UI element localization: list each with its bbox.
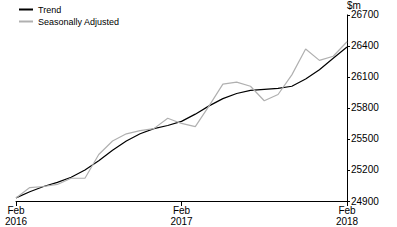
svg-text:26700: 26700 xyxy=(351,9,379,20)
svg-text:2018: 2018 xyxy=(336,216,359,227)
svg-text:25500: 25500 xyxy=(351,133,379,144)
svg-text:26100: 26100 xyxy=(351,71,379,82)
svg-text:Feb: Feb xyxy=(338,205,356,216)
svg-text:24900: 24900 xyxy=(351,195,379,207)
svg-text:25200: 25200 xyxy=(351,164,379,175)
svg-text:2017: 2017 xyxy=(170,216,193,227)
svg-text:2016: 2016 xyxy=(5,216,28,227)
svg-text:26400: 26400 xyxy=(351,40,379,51)
svg-text:Feb: Feb xyxy=(7,205,25,216)
svg-text:Feb: Feb xyxy=(173,205,191,216)
svg-text:Seasonally Adjusted: Seasonally Adjusted xyxy=(38,17,119,27)
svg-text:25800: 25800 xyxy=(351,102,379,113)
svg-text:Trend: Trend xyxy=(38,5,61,15)
